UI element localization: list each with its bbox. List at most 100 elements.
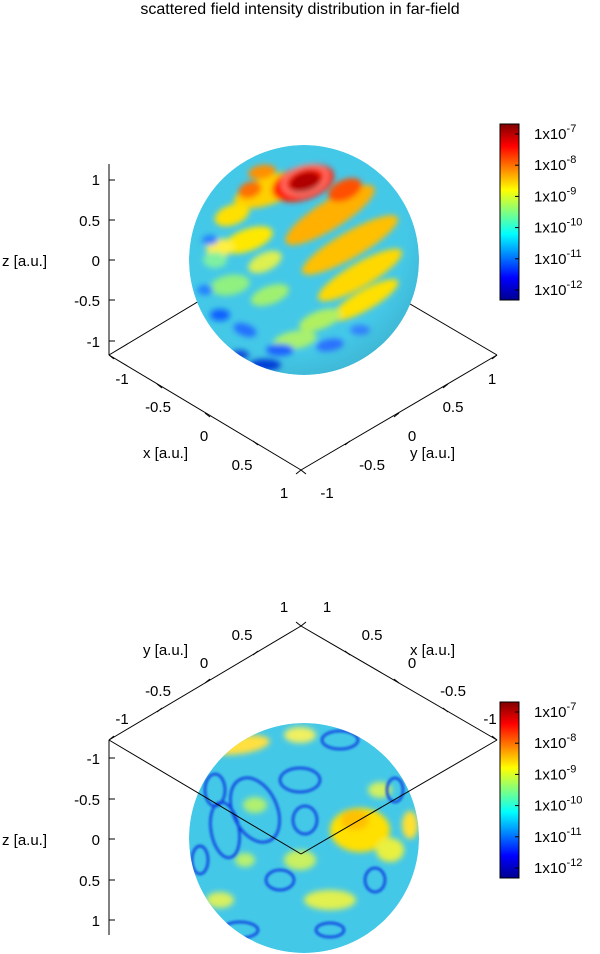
bottom-sphere-patch xyxy=(368,782,392,798)
bot-colorbar-label: 1x10-12 xyxy=(534,857,582,877)
top-colorbar-bar xyxy=(499,123,520,301)
top-yticks-label: -0.5 xyxy=(359,457,385,474)
bottom-sphere-patch xyxy=(376,838,404,862)
top-xticks-label: 1 xyxy=(280,485,288,502)
bot-yticks-label: 1 xyxy=(280,599,288,616)
bottom-sphere-patch xyxy=(235,853,255,867)
bot-yticks-mark xyxy=(156,707,163,713)
top-colorbar-label: 1x10-11 xyxy=(534,248,582,268)
bot-colorbar-label: 1x10-9 xyxy=(534,763,576,783)
top-yticks-label: 1 xyxy=(488,371,496,388)
bottom-sphere-ring xyxy=(190,844,210,876)
bot-yticks-mark xyxy=(108,735,115,741)
bot-yticks-mark xyxy=(295,621,302,627)
bottom-colorbar: 1x10-7 1x10-8 1x10-9 1x10-10 1x10-11 1x10-12 xyxy=(499,701,582,879)
top-zticks-label: 1 xyxy=(92,172,100,189)
bottom-sphere-ring xyxy=(320,729,360,751)
top-xticks-label: -1 xyxy=(115,371,128,388)
bottom-sphere xyxy=(189,723,419,953)
top-xticks-label: 0 xyxy=(200,428,208,445)
top-y-axis-line xyxy=(300,354,498,471)
bot-zticks-label: 0.5 xyxy=(79,873,100,890)
bot-yticks-mark xyxy=(204,678,211,684)
bot-zticks-label: 1 xyxy=(92,913,100,930)
bottom-front-edges xyxy=(108,739,498,855)
top-colorbar-label: 1x10-7 xyxy=(534,123,576,143)
top-plot: 1 0.5 0 -0.5 -1 z [a.u.] -1 -0.5 0 0.5 1 x [a.u.… xyxy=(2,123,582,502)
bottom-sphere-ring xyxy=(278,766,322,794)
top-xticks-mark xyxy=(108,354,115,360)
bottom-y-axis-label: y [a.u.] xyxy=(143,642,188,659)
bot-colorbar-label: 1x10-8 xyxy=(534,732,576,752)
bot-xticks-label: 1 xyxy=(323,599,331,616)
bottom-sphere-ring xyxy=(229,776,281,844)
top-yticks-label: -1 xyxy=(320,485,333,502)
top-colorbar-label: 1x10-9 xyxy=(534,185,576,205)
bottom-sphere-patch xyxy=(206,892,234,908)
bottom-sphere-ring xyxy=(264,868,296,892)
bottom-sphere-patch xyxy=(284,850,316,870)
top-zticks-label: 0.5 xyxy=(79,213,100,230)
top-x-ticks: -1 -0.5 0 0.5 1 xyxy=(108,354,302,502)
bottom-front-edge-right xyxy=(300,739,498,855)
bottom-x-ticks: 1 0.5 0 -0.5 -1 xyxy=(300,599,498,741)
top-xticks-label: -0.5 xyxy=(145,399,171,416)
bot-xticks-label: 0.5 xyxy=(362,627,383,644)
bot-yticks-label: 0.5 xyxy=(232,627,253,644)
bottom-sphere-patch xyxy=(304,890,356,910)
bot-colorbar-bar xyxy=(499,701,520,879)
top-zticks-label: -1 xyxy=(87,334,100,351)
bot-xticks-label: -0.5 xyxy=(440,683,466,700)
bottom-sphere-ring xyxy=(314,921,346,939)
top-yticks-mark xyxy=(300,469,307,475)
bot-zticks-label: 0 xyxy=(92,832,100,849)
bot-zticks-label: -0.5 xyxy=(74,792,100,809)
bottom-z-ticks: -1 -0.5 0 0.5 1 xyxy=(74,751,115,930)
bottom-front-edge-left xyxy=(108,739,302,855)
top-yticks-label: 0 xyxy=(408,428,416,445)
top-x-axis-label: x [a.u.] xyxy=(143,445,188,462)
top-yticks-mark xyxy=(344,440,351,446)
bottom-sphere-patch xyxy=(341,810,369,830)
top-y-axis-label: y [a.u.] xyxy=(410,445,455,462)
top-yticks-mark xyxy=(393,412,400,418)
bottom-sphere-patch xyxy=(243,797,267,813)
bot-xticks-mark xyxy=(442,707,449,713)
bottom-x-axis-label: x [a.u.] xyxy=(410,642,455,659)
top-colorbar-label: 1x10-10 xyxy=(534,217,582,237)
top-yticks-mark xyxy=(491,354,498,360)
bot-xticks-mark xyxy=(344,650,351,656)
bottom-sphere-ring xyxy=(385,776,405,804)
top-colorbar-label: 1x10-8 xyxy=(534,154,576,174)
bot-xticks-mark xyxy=(300,621,307,627)
bot-colorbar-label: 1x10-10 xyxy=(534,795,582,815)
top-zticks-label: -0.5 xyxy=(74,293,100,310)
bot-colorbar-label: 1x10-11 xyxy=(534,826,582,846)
top-yticks-mark xyxy=(442,383,449,389)
top-colorbar-label: 1x10-12 xyxy=(534,279,582,299)
bot-zticks-label: -1 xyxy=(87,751,100,768)
bot-yticks-label: -1 xyxy=(115,711,128,728)
top-z-axis-label: z [a.u.] xyxy=(2,253,47,270)
top-xticks-mark xyxy=(295,469,302,475)
top-xticks-mark xyxy=(156,383,163,389)
top-yticks-label: 0.5 xyxy=(443,399,464,416)
top-zticks-label: 0 xyxy=(92,253,100,270)
figure-title: scattered field intensity distribution i… xyxy=(140,1,460,18)
bottom-sphere-ring xyxy=(203,772,227,808)
bottom-y-ticks: 1 0.5 0 -0.5 -1 xyxy=(108,599,302,741)
bot-yticks-label: 0 xyxy=(200,655,208,672)
bot-yticks-mark xyxy=(252,650,259,656)
bottom-sphere-patch xyxy=(284,727,316,743)
top-x-axis-line xyxy=(108,354,302,471)
bottom-z-axis-label: z [a.u.] xyxy=(2,832,47,849)
bot-xticks-label: 0 xyxy=(408,655,416,672)
bot-xticks-mark xyxy=(393,678,400,684)
top-xticks-mark xyxy=(204,412,211,418)
top-y-ticks: -1 -0.5 0 0.5 1 xyxy=(300,354,498,502)
top-z-ticks: 1 0.5 0 -0.5 -1 xyxy=(74,172,115,351)
bot-xticks-mark xyxy=(491,735,498,741)
bot-colorbar-label: 1x10-7 xyxy=(534,701,576,721)
top-colorbar: 1x10-7 1x10-8 1x10-9 1x10-10 1x10-11 1x10-12 xyxy=(499,123,582,301)
